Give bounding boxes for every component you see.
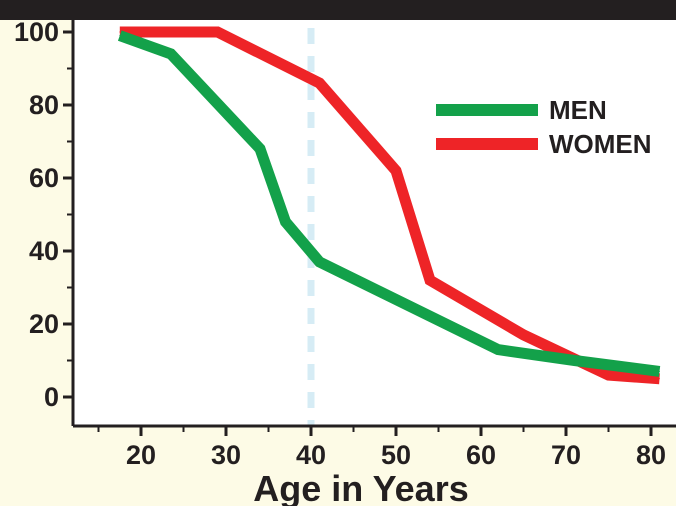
data-point-women-5: [523, 334, 524, 336]
x-tick-label-80: 80: [636, 440, 666, 470]
data-point-women-0: [119, 31, 121, 33]
x-tick-label-60: 60: [466, 440, 496, 470]
data-point-men-3: [285, 221, 286, 223]
x-tick-label-30: 30: [211, 440, 241, 470]
data-point-men-2: [259, 148, 261, 150]
data-point-men-1: [170, 53, 172, 55]
series-layer: [117, 26, 661, 385]
data-point-men-0: [119, 35, 121, 37]
data-point-men-7: [659, 370, 660, 372]
y-tick-label-20: 20: [29, 309, 59, 339]
axes: 0 20 40 60 80 100 20 30 40 50 60 70 80: [14, 17, 676, 470]
data-point-men-4: [319, 261, 320, 263]
data-point-women-7: [659, 378, 660, 380]
x-tick-label-20: 20: [126, 440, 156, 470]
data-point-women-6: [608, 374, 609, 376]
legend: MEN WOMEN: [436, 95, 652, 159]
legend-label-women: WOMEN: [549, 129, 652, 159]
y-tick-label-40: 40: [29, 236, 59, 266]
data-point-women-3: [395, 170, 397, 172]
data-point-women-4: [429, 279, 431, 281]
data-point-men-5: [497, 349, 499, 351]
legend-label-men: MEN: [549, 95, 607, 125]
series-line-men: [117, 30, 661, 377]
y-tick-label-100: 100: [14, 17, 59, 47]
data-point-men-6: [574, 360, 575, 361]
y-tick-label-80: 80: [29, 90, 59, 120]
top-bar: [0, 0, 676, 20]
x-tick-label-40: 40: [296, 440, 326, 470]
x-tick-label-50: 50: [381, 440, 411, 470]
y-tick-label-60: 60: [29, 163, 59, 193]
data-point-women-2: [319, 82, 320, 84]
data-point-women-1: [217, 31, 218, 33]
y-tick-label-0: 0: [44, 382, 59, 412]
x-tick-label-70: 70: [551, 440, 581, 470]
x-axis-title: Age in Years: [253, 468, 468, 506]
